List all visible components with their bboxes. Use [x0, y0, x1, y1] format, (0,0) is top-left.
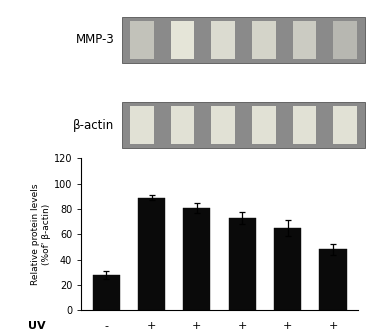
- Bar: [122, 102, 365, 148]
- Bar: [130, 106, 154, 144]
- Bar: [319, 249, 346, 310]
- Text: +: +: [328, 321, 338, 330]
- Text: +: +: [283, 321, 292, 330]
- Text: -: -: [104, 321, 108, 330]
- Bar: [211, 21, 235, 59]
- Bar: [211, 106, 235, 144]
- Text: β-actin: β-actin: [73, 118, 114, 131]
- Bar: [333, 106, 357, 144]
- Y-axis label: Relative protein levels
(%of' β-actin): Relative protein levels (%of' β-actin): [31, 183, 51, 285]
- Bar: [274, 228, 301, 310]
- Bar: [252, 21, 276, 59]
- Text: +: +: [238, 321, 247, 330]
- Text: UV: UV: [28, 321, 46, 330]
- Bar: [252, 106, 276, 144]
- Bar: [293, 106, 316, 144]
- Bar: [229, 218, 256, 310]
- Bar: [130, 21, 154, 59]
- Text: +: +: [147, 321, 156, 330]
- Bar: [138, 198, 165, 310]
- Bar: [171, 106, 194, 144]
- Text: MMP-3: MMP-3: [76, 34, 114, 47]
- Bar: [93, 275, 120, 310]
- Text: +: +: [192, 321, 201, 330]
- Bar: [171, 21, 194, 59]
- Bar: [333, 21, 357, 59]
- Bar: [293, 21, 316, 59]
- Bar: [122, 17, 365, 63]
- Bar: [183, 208, 210, 310]
